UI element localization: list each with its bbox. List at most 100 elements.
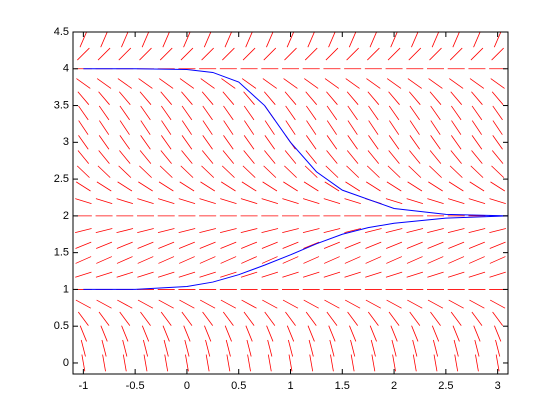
slope-segment	[474, 339, 480, 357]
slope-segment	[98, 135, 110, 150]
slope-segment	[368, 135, 379, 150]
slope-segment	[223, 120, 234, 135]
y-tick-label: 1.5	[54, 247, 69, 259]
slope-segment	[284, 47, 297, 61]
slope-segment	[409, 311, 421, 326]
slope-segment	[412, 354, 417, 372]
slope-segment	[95, 228, 113, 234]
slope-segment	[262, 78, 277, 89]
slope-segment	[202, 311, 214, 326]
slope-segment	[178, 228, 196, 234]
slope-segment	[432, 339, 439, 357]
slope-segment	[430, 105, 441, 121]
slope-segment	[447, 271, 465, 278]
slope-segment	[305, 150, 317, 164]
slope-segment	[365, 181, 381, 192]
slope-segment	[222, 47, 235, 61]
slope-segment	[449, 47, 463, 61]
slope-segment	[448, 256, 465, 264]
slope-segment	[489, 256, 506, 264]
slope-segment	[98, 91, 110, 105]
slope-segment	[223, 105, 234, 121]
slope-segment	[184, 339, 190, 357]
x-tick-label: 1	[287, 380, 293, 392]
slope-segment	[261, 241, 278, 249]
slope-segment	[200, 78, 215, 89]
slope-segment	[473, 325, 481, 342]
slope-segment	[385, 198, 403, 205]
slope-segment	[303, 241, 320, 249]
slope-segment	[139, 165, 152, 178]
slope-segment	[367, 47, 380, 61]
slope-segment	[366, 165, 380, 178]
slope-segment	[492, 311, 504, 326]
slope-segment	[328, 31, 336, 48]
slope-segment	[261, 271, 279, 278]
slope-segment	[138, 78, 153, 89]
slope-segment	[220, 241, 237, 249]
slope-segment	[406, 271, 424, 278]
slope-segment	[222, 91, 235, 105]
slope-segment	[451, 105, 462, 121]
slope-segment	[471, 120, 482, 135]
x-tick-label: 0	[184, 380, 190, 392]
slope-segment	[386, 78, 402, 89]
slope-segment	[470, 47, 484, 61]
slope-segment	[302, 198, 320, 205]
slope-segment	[140, 120, 151, 135]
slope-segment	[284, 91, 297, 105]
slope-segment	[388, 105, 400, 121]
slope-segment	[161, 105, 172, 121]
slope-segment	[412, 339, 418, 357]
axes: -1 -0.5 0 0.5 1 1.5 2 2.5 3 0 0.5 1 1.5 2 2.5 3 3.5 4 4.5	[54, 26, 509, 392]
slope-segment	[344, 299, 361, 309]
slope-segment	[323, 271, 341, 278]
slope-segment	[201, 165, 215, 178]
slope-segment	[323, 241, 340, 249]
slope-segment	[137, 299, 154, 309]
slope-segment	[116, 271, 134, 278]
slope-segment	[427, 198, 444, 205]
slope-segment	[471, 150, 483, 164]
slope-segment	[391, 339, 397, 357]
slope-segment	[450, 150, 462, 164]
slope-segment	[241, 256, 258, 264]
slope-segment	[138, 181, 153, 192]
slope-segment	[264, 311, 276, 326]
slope-segment	[283, 78, 298, 89]
slope-segment	[241, 299, 257, 309]
slope-segment	[140, 311, 151, 326]
slope-segment	[495, 354, 500, 372]
slope-segment	[220, 198, 237, 205]
slope-segment	[489, 198, 506, 205]
slope-segment	[471, 135, 483, 150]
slope-segment	[347, 135, 358, 150]
slope-segment	[97, 165, 111, 178]
slope-segment	[100, 325, 108, 342]
slope-segment	[492, 135, 503, 150]
slope-segment	[264, 120, 275, 135]
slope-segment	[286, 31, 295, 48]
slope-segment	[409, 150, 421, 164]
slope-segment	[326, 105, 338, 121]
slope-segment	[303, 256, 320, 264]
slope-segment	[407, 181, 423, 192]
slope-segment	[307, 325, 315, 342]
slope-segment	[96, 181, 112, 192]
slope-segment	[77, 47, 90, 61]
slope-segment	[76, 78, 91, 89]
slope-segment	[245, 31, 253, 48]
slope-segment	[408, 47, 422, 61]
slope-segment	[475, 354, 479, 372]
slope-segment	[388, 91, 400, 105]
slope-segment	[243, 135, 255, 150]
slope-segment	[116, 198, 134, 205]
slope-segment	[179, 78, 195, 89]
slope-segment	[243, 311, 255, 326]
slope-segment	[203, 31, 212, 48]
slope-segment	[470, 165, 484, 178]
slope-segment	[178, 256, 195, 264]
slope-segment	[392, 354, 396, 372]
slope-segment	[140, 105, 151, 121]
slope-segment	[243, 150, 255, 164]
